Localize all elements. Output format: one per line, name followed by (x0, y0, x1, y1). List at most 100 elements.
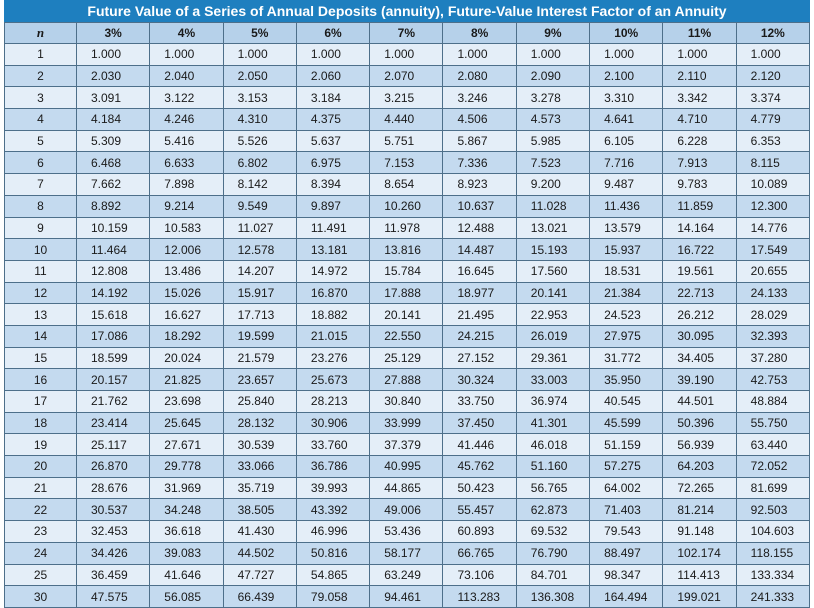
factor-cell: 6.975 (295, 151, 371, 175)
factor-cell: 51.160 (515, 455, 591, 478)
factor-cell: 15.937 (589, 238, 664, 261)
factor-cell: 37.450 (442, 411, 517, 435)
factor-cell: 8.394 (295, 173, 371, 196)
factor-cell: 34.426 (75, 541, 151, 565)
factor-cell: 9.783 (662, 173, 737, 196)
factor-cell: 30.095 (662, 324, 737, 348)
factor-cell: 1.000 (369, 43, 444, 66)
factor-cell: 38.505 (222, 498, 297, 522)
factor-cell: 36.618 (149, 520, 224, 543)
factor-cell: 8.923 (442, 173, 517, 196)
factor-cell: 20.141 (515, 281, 591, 305)
factor-cell: 3.342 (662, 86, 737, 110)
factor-cell: 6.353 (735, 129, 811, 153)
factor-cell: 60.893 (442, 520, 517, 543)
factor-cell: 6.633 (149, 151, 224, 175)
factor-cell: 34.248 (149, 498, 224, 522)
factor-cell: 28.676 (75, 476, 151, 500)
table-row: 8 8.892 9.214 9.549 9.897 10.260 10.637 11.028 1… (4, 194, 811, 218)
factor-cell: 2.080 (442, 64, 517, 88)
factor-cell: 30.840 (369, 390, 444, 413)
factor-cell: 13.579 (589, 216, 664, 240)
factor-cell: 40.545 (589, 390, 664, 413)
factor-cell: 8.115 (735, 151, 811, 175)
factor-cell: 12.300 (735, 194, 811, 218)
factor-cell: 7.523 (515, 151, 591, 175)
factor-cell: 1.000 (442, 43, 517, 66)
column-header-rate: 11% (662, 22, 737, 44)
factor-cell: 50.423 (442, 476, 517, 500)
factor-cell: 2.120 (735, 64, 811, 88)
factor-cell: 71.403 (589, 498, 664, 522)
factor-cell: 1.000 (662, 43, 737, 66)
column-header-rate: 6% (295, 22, 371, 44)
table-row: 10 11.464 12.006 12.578 13.181 13.816 14.487 15… (4, 238, 811, 261)
table-row: 3 3.091 3.122 3.153 3.184 3.215 3.246 3.278 3.31… (4, 86, 811, 110)
factor-cell: 104.603 (735, 520, 811, 543)
factor-cell: 6.228 (662, 129, 737, 153)
factor-cell: 4.184 (75, 108, 151, 131)
factor-cell: 5.526 (222, 129, 297, 153)
column-header-rate: 7% (369, 22, 444, 44)
period-cell: 10 (4, 238, 77, 261)
factor-cell: 29.361 (515, 346, 591, 370)
factor-cell: 55.457 (442, 498, 517, 522)
factor-cell: 30.537 (75, 498, 151, 522)
table-row: 20 26.870 29.778 33.066 36.786 40.995 45.762 51… (4, 455, 811, 478)
factor-cell: 25.840 (222, 390, 297, 413)
factor-cell: 15.917 (222, 281, 297, 305)
factor-cell: 4.573 (515, 108, 591, 131)
table-row: 17 21.762 23.698 25.840 28.213 30.840 33.750 36… (4, 390, 811, 413)
factor-cell: 29.778 (149, 455, 224, 478)
factor-cell: 31.969 (149, 476, 224, 500)
factor-cell: 98.347 (589, 563, 664, 587)
factor-cell: 18.977 (442, 281, 517, 305)
period-cell: 2 (4, 64, 77, 88)
factor-cell: 50.816 (295, 541, 371, 565)
annuity-table-container: Future Value of a Series of Annual Depos… (4, 0, 811, 608)
table-row: 13 15.618 16.627 17.713 18.882 20.141 21.495 22… (4, 303, 811, 326)
column-header-rate: 5% (222, 22, 297, 44)
period-cell: 12 (4, 281, 77, 305)
factor-cell: 40.995 (369, 455, 444, 478)
table-row: 16 20.157 21.825 23.657 25.673 27.888 30.324 33… (4, 368, 811, 391)
factor-cell: 72.265 (662, 476, 737, 500)
table-row: 5 5.309 5.416 5.526 5.637 5.751 5.867 5.985 6.10… (4, 129, 811, 153)
factor-cell: 56.939 (662, 433, 737, 457)
table-row: 12 14.192 15.026 15.917 16.870 17.888 18.977 20… (4, 281, 811, 305)
factor-cell: 20.141 (369, 303, 444, 326)
factor-cell: 12.578 (222, 238, 297, 261)
table-row: 2 2.030 2.040 2.050 2.060 2.070 2.080 2.090 2.10… (4, 64, 811, 88)
factor-cell: 27.152 (442, 346, 517, 370)
factor-cell: 69.532 (515, 520, 591, 543)
factor-cell: 2.090 (515, 64, 591, 88)
factor-cell: 16.870 (295, 281, 371, 305)
factor-cell: 9.897 (295, 194, 371, 218)
factor-cell: 4.779 (735, 108, 811, 131)
table-row: 23 32.453 36.618 41.430 46.996 53.436 60.893 69… (4, 520, 811, 543)
factor-cell: 11.859 (662, 194, 737, 218)
factor-cell: 7.336 (442, 151, 517, 175)
factor-cell: 14.776 (735, 216, 811, 240)
annuity-table: n 3% 4% 5% 6% 7% 8% 9% 10% 11% 12% 1 1.000 1.000 1.0… (4, 22, 811, 608)
factor-cell: 26.870 (75, 455, 151, 478)
factor-cell: 76.790 (515, 541, 591, 565)
column-header-rate: 9% (515, 22, 591, 44)
factor-cell: 1.000 (589, 43, 664, 66)
table-row: 19 25.117 27.671 30.539 33.760 37.379 41.446 46… (4, 433, 811, 457)
factor-cell: 6.468 (75, 151, 151, 175)
table-row: 9 10.159 10.583 11.027 11.491 11.978 12.488 13.… (4, 216, 811, 240)
factor-cell: 17.713 (222, 303, 297, 326)
factor-cell: 21.825 (149, 368, 224, 391)
factor-cell: 30.539 (222, 433, 297, 457)
factor-cell: 46.996 (295, 520, 371, 543)
factor-cell: 7.898 (149, 173, 224, 196)
factor-cell: 24.215 (442, 324, 517, 348)
factor-cell: 92.503 (735, 498, 811, 522)
factor-cell: 6.802 (222, 151, 297, 175)
factor-cell: 2.070 (369, 64, 444, 88)
table-row: 21 28.676 31.969 35.719 39.993 44.865 50.423 56… (4, 476, 811, 500)
factor-cell: 57.275 (589, 455, 664, 478)
factor-cell: 39.190 (662, 368, 737, 391)
factor-cell: 64.002 (589, 476, 664, 500)
